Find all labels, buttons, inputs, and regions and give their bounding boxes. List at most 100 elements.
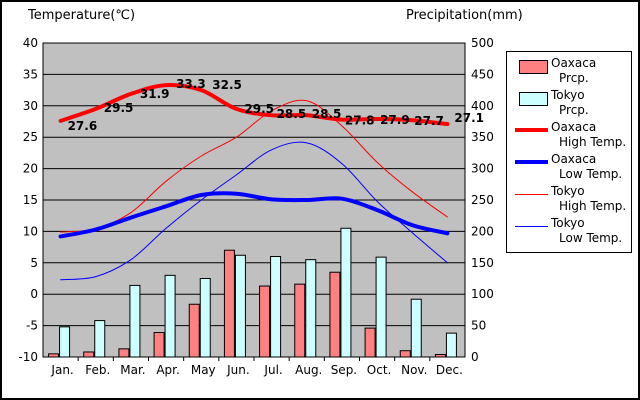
- bar-tokyo-prcp-: [270, 256, 282, 358]
- bar-oaxaca-prcp-: [364, 327, 376, 358]
- temp-tick-label: 35: [23, 67, 38, 81]
- prcp-tick-label: 450: [471, 67, 494, 81]
- month-label: Jan.: [50, 363, 73, 377]
- legend-series-kind: Low Temp.: [559, 167, 623, 181]
- month-label: Oct.: [367, 363, 392, 377]
- bar-oaxaca-prcp-: [259, 285, 271, 358]
- temp-tick-label: 10: [23, 224, 38, 238]
- bar-tokyo-prcp-: [445, 332, 457, 358]
- bar-tokyo-prcp-: [234, 254, 246, 358]
- month-label: Apr.: [156, 363, 179, 377]
- temp-tick-label: 15: [23, 193, 38, 207]
- bar-swatch: [519, 60, 548, 74]
- month-label: Jun.: [226, 363, 250, 377]
- bar-tokyo-prcp-: [129, 284, 141, 358]
- point-label: 27.6: [68, 119, 98, 133]
- legend-label: Oaxaca Prcp.: [551, 56, 631, 86]
- line-thick-swatch: [515, 160, 548, 164]
- temp-tick-label: -10: [18, 350, 38, 364]
- prcp-tick-label: 200: [471, 224, 494, 238]
- bar-tokyo-prcp-: [305, 259, 317, 358]
- legend-series-kind: Low Temp.: [559, 231, 623, 245]
- legend-series-name: Tokyo: [551, 216, 585, 230]
- bar-tokyo-prcp-: [94, 320, 106, 358]
- temp-tick-label: 25: [23, 130, 38, 144]
- month-label: Mar.: [120, 363, 145, 377]
- legend-series-name: Oaxaca: [551, 56, 597, 70]
- prcp-tick-label: 500: [471, 36, 494, 50]
- prcp-tick-label: 100: [471, 287, 494, 301]
- temp-tick-label: 40: [23, 36, 38, 50]
- plot-border: [42, 42, 466, 358]
- legend-item-oaxaca-low-temp: Oaxaca Low Temp.: [507, 152, 631, 184]
- month-label: Aug.: [295, 363, 322, 377]
- bar-oaxaca-prcp-: [188, 303, 200, 358]
- bar-swatch: [519, 92, 548, 106]
- point-label: 27.8: [345, 114, 375, 128]
- legend-series-name: Tokyo: [551, 88, 585, 102]
- legend-label: Oaxaca Low Temp.: [551, 152, 631, 182]
- bar-oaxaca-prcp-: [153, 332, 165, 358]
- temp-tick-label: 20: [23, 162, 38, 176]
- prcp-axis-title: Precipitation(mm): [406, 8, 523, 23]
- line-thin-swatch: [515, 226, 548, 227]
- temp-tick-label: -5: [26, 319, 38, 333]
- month-label: Sep.: [331, 363, 357, 377]
- bar-oaxaca-prcp-: [118, 348, 130, 358]
- point-label: 27.1: [454, 111, 484, 125]
- line-oaxaca-high-temp-: [58, 82, 450, 126]
- point-label: 27.7: [414, 114, 444, 128]
- month-label: Dec.: [436, 363, 463, 377]
- line-oaxaca-low-temp-: [58, 191, 450, 239]
- prcp-tick-label: 50: [471, 319, 486, 333]
- month-label: May: [191, 363, 216, 377]
- legend-series-name: Oaxaca: [551, 120, 597, 134]
- bar-oaxaca-prcp-: [223, 249, 235, 358]
- legend-series-kind: Prcp.: [559, 71, 589, 85]
- legend-series-kind: High Temp.: [559, 199, 627, 213]
- legend-label: Tokyo Prcp.: [551, 88, 631, 118]
- bar-tokyo-prcp-: [199, 278, 211, 358]
- prcp-tick-label: 250: [471, 193, 494, 207]
- legend-item-oaxaca-high-temp: Oaxaca High Temp.: [507, 120, 631, 152]
- line-tokyo-high-temp-: [60, 99, 448, 233]
- month-label: Nov.: [401, 363, 427, 377]
- legend-series-kind: Prcp.: [559, 103, 589, 117]
- point-label: 28.5: [312, 107, 342, 121]
- prcp-tick-label: 0: [471, 350, 479, 364]
- bar-tokyo-prcp-: [164, 274, 176, 358]
- bar-oaxaca-prcp-: [329, 271, 341, 358]
- point-label: 32.5: [212, 78, 242, 92]
- legend-item-tokyo-prcp: Tokyo Prcp.: [507, 88, 631, 120]
- temp-tick-label: 5: [30, 256, 38, 270]
- legend-series-name: Tokyo: [551, 184, 585, 198]
- legend: Oaxaca Prcp. Tokyo Prcp. Oaxaca High Temp. Oax…: [506, 51, 632, 253]
- point-label: 31.9: [140, 87, 170, 101]
- prcp-tick-label: 300: [471, 162, 494, 176]
- month-label: Feb.: [85, 363, 110, 377]
- legend-label: Oaxaca High Temp.: [551, 120, 631, 150]
- point-label: 28.5: [277, 107, 307, 121]
- prcp-tick-label: 400: [471, 99, 494, 113]
- line-tokyo-low-temp-: [60, 141, 448, 281]
- bar-oaxaca-prcp-: [399, 350, 411, 358]
- point-label: 33.3: [176, 77, 206, 91]
- line-thin-swatch: [515, 194, 548, 195]
- prcp-tick-label: 350: [471, 130, 494, 144]
- bar-tokyo-prcp-: [59, 326, 71, 358]
- bar-oaxaca-prcp-: [294, 283, 306, 358]
- temp-tick-label: 30: [23, 99, 38, 113]
- temp-axis-title: Temperature(℃): [28, 8, 136, 23]
- prcp-tick-label: 150: [471, 256, 494, 270]
- line-thick-swatch: [515, 128, 548, 132]
- bar-oaxaca-prcp-: [83, 351, 95, 358]
- temp-tick-label: 0: [30, 287, 38, 301]
- point-label: 29.5: [244, 102, 274, 116]
- bar-tokyo-prcp-: [340, 227, 352, 358]
- bar-tokyo-prcp-: [410, 298, 422, 358]
- bar-tokyo-prcp-: [375, 256, 387, 358]
- legend-item-tokyo-low-temp: Tokyo Low Temp.: [507, 216, 631, 248]
- point-label: 29.5: [104, 101, 134, 115]
- month-label: Jul.: [263, 363, 282, 377]
